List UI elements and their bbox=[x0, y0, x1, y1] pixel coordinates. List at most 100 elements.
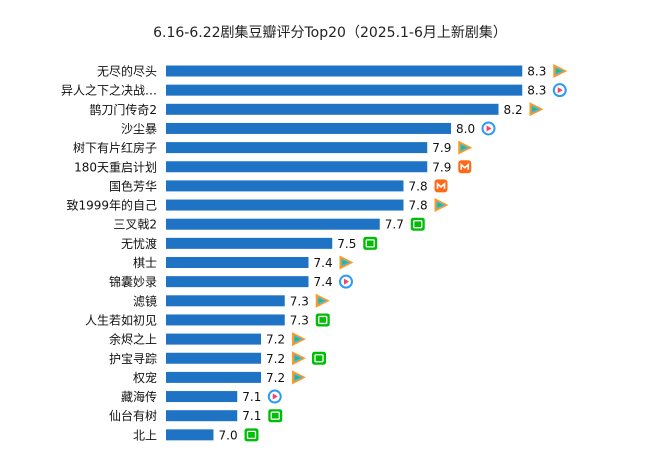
tencent-video-icon bbox=[292, 332, 306, 347]
value-label: 7.3 bbox=[290, 313, 309, 327]
iqiyi-box bbox=[244, 428, 259, 442]
value-label: 7.0 bbox=[219, 428, 238, 442]
bar-row: 鹊刀门传奇2 8.2 bbox=[89, 102, 544, 117]
bar-row: 滤镜 7.3 bbox=[133, 293, 330, 308]
category-label: 沙尘暴 bbox=[121, 122, 157, 136]
value-label: 7.1 bbox=[242, 390, 261, 404]
category-label: 人生若如初见 bbox=[85, 312, 157, 327]
bar bbox=[166, 410, 238, 422]
category-label: 权宠 bbox=[133, 370, 157, 385]
bar-row: 锦囊妙录 7.4 bbox=[109, 274, 353, 289]
value-label: 8.2 bbox=[504, 103, 523, 117]
category-label: 国色芳华 bbox=[109, 179, 157, 193]
bar bbox=[166, 237, 333, 249]
iqiyi-box bbox=[410, 217, 425, 231]
iqiyi-box bbox=[363, 236, 378, 250]
tencent-play-inner bbox=[437, 203, 443, 208]
bar-row: 棋士 7.4 bbox=[133, 255, 354, 270]
value-label: 7.7 bbox=[385, 218, 404, 232]
value-label: 8.0 bbox=[456, 122, 475, 136]
iqiyi-mark bbox=[413, 220, 423, 229]
mango-tv-icon bbox=[458, 160, 472, 174]
bar bbox=[166, 429, 214, 441]
tencent-play-inner bbox=[295, 356, 300, 361]
tencent-play-inner bbox=[556, 69, 562, 73]
youku-play bbox=[272, 393, 278, 400]
bar bbox=[166, 276, 309, 288]
category-label: 藏海传 bbox=[121, 389, 157, 404]
bar-row: 藏海传 7.1 bbox=[121, 389, 282, 404]
category-label: 致1999年的自己 bbox=[66, 198, 157, 213]
youku-play bbox=[344, 278, 349, 285]
tencent-play-inner bbox=[295, 337, 300, 342]
bar bbox=[166, 65, 523, 77]
tencent-video-icon bbox=[339, 255, 354, 270]
category-label: 滤镜 bbox=[133, 293, 157, 308]
bar-row: 余烬之上 7.2 bbox=[109, 332, 306, 347]
bar-row: 致1999年的自己 7.8 bbox=[66, 198, 449, 213]
bar-row: 护宝寻踪 7.2 bbox=[109, 351, 326, 366]
iqiyi-icon bbox=[315, 313, 330, 327]
category-label: 树下有片红房子 bbox=[73, 140, 157, 155]
value-label: 7.3 bbox=[290, 294, 309, 308]
value-label: 8.3 bbox=[527, 84, 546, 98]
iqiyi-mark bbox=[270, 411, 280, 420]
bar bbox=[166, 180, 404, 192]
value-label: 7.2 bbox=[266, 333, 285, 347]
bar-row: 沙尘暴 8.0 bbox=[121, 121, 496, 136]
iqiyi-icon bbox=[244, 428, 259, 442]
bar-row: 权宠 7.2 bbox=[133, 370, 306, 385]
bar bbox=[166, 84, 523, 96]
youku-icon bbox=[267, 389, 282, 404]
youku-play bbox=[486, 125, 492, 132]
bar-row: 异人之下之决战… 8.3 bbox=[61, 83, 567, 98]
mango-tv-icon bbox=[434, 179, 448, 193]
iqiyi-icon bbox=[312, 351, 326, 365]
tencent-video-icon bbox=[529, 102, 544, 117]
value-label: 7.2 bbox=[266, 352, 285, 366]
tencent-play-inner bbox=[295, 375, 300, 380]
iqiyi-icon bbox=[363, 236, 378, 250]
iqiyi-icon bbox=[410, 217, 425, 231]
bar-row: 北上 7.0 bbox=[133, 428, 259, 442]
mango-mark bbox=[460, 163, 470, 170]
value-label: 7.2 bbox=[266, 371, 285, 385]
bar bbox=[166, 142, 428, 154]
bar bbox=[166, 333, 261, 345]
tencent-video-icon bbox=[434, 198, 449, 213]
value-label: 7.9 bbox=[432, 160, 451, 174]
bar bbox=[166, 314, 285, 326]
iqiyi-box bbox=[315, 313, 330, 327]
value-label: 7.8 bbox=[409, 199, 428, 213]
category-label: 余烬之上 bbox=[109, 332, 157, 347]
bar-row: 仙台有树 7.1 bbox=[109, 408, 283, 423]
bar bbox=[166, 352, 261, 364]
value-label: 7.4 bbox=[314, 275, 333, 289]
tencent-video-icon bbox=[458, 140, 473, 155]
category-label: 锦囊妙录 bbox=[109, 274, 157, 289]
value-label: 7.5 bbox=[337, 237, 356, 251]
bar-row: 国色芳华 7.8 bbox=[109, 179, 448, 193]
category-label: 三叉戟2 bbox=[113, 218, 157, 232]
tencent-video-icon bbox=[553, 64, 568, 78]
youku-icon bbox=[339, 274, 353, 289]
youku-icon bbox=[481, 121, 496, 136]
value-label: 7.8 bbox=[409, 179, 428, 193]
bars-group: 无尽的尽头 8.3 异人之下之决战… 8.3 鹊刀门传奇2 8.2 沙尘暴 8.0 树下有片红房… bbox=[61, 64, 568, 442]
iqiyi-mark bbox=[318, 315, 328, 325]
category-label: 仙台有树 bbox=[109, 408, 157, 423]
bar bbox=[166, 161, 428, 173]
bar bbox=[166, 122, 451, 134]
category-label: 北上 bbox=[133, 428, 157, 442]
value-label: 7.1 bbox=[242, 409, 261, 423]
category-label: 180天重启计划 bbox=[74, 160, 157, 174]
tencent-video-icon bbox=[292, 370, 306, 385]
category-label: 棋士 bbox=[133, 256, 157, 270]
value-label: 8.3 bbox=[527, 65, 546, 79]
bar bbox=[166, 218, 380, 230]
chart-title: 6.16-6.22剧集豆瓣评分Top20（2025.1-6月上新剧集） bbox=[153, 24, 507, 41]
tencent-play-inner bbox=[342, 260, 348, 265]
bar bbox=[166, 257, 309, 268]
tencent-video-icon bbox=[315, 293, 330, 308]
